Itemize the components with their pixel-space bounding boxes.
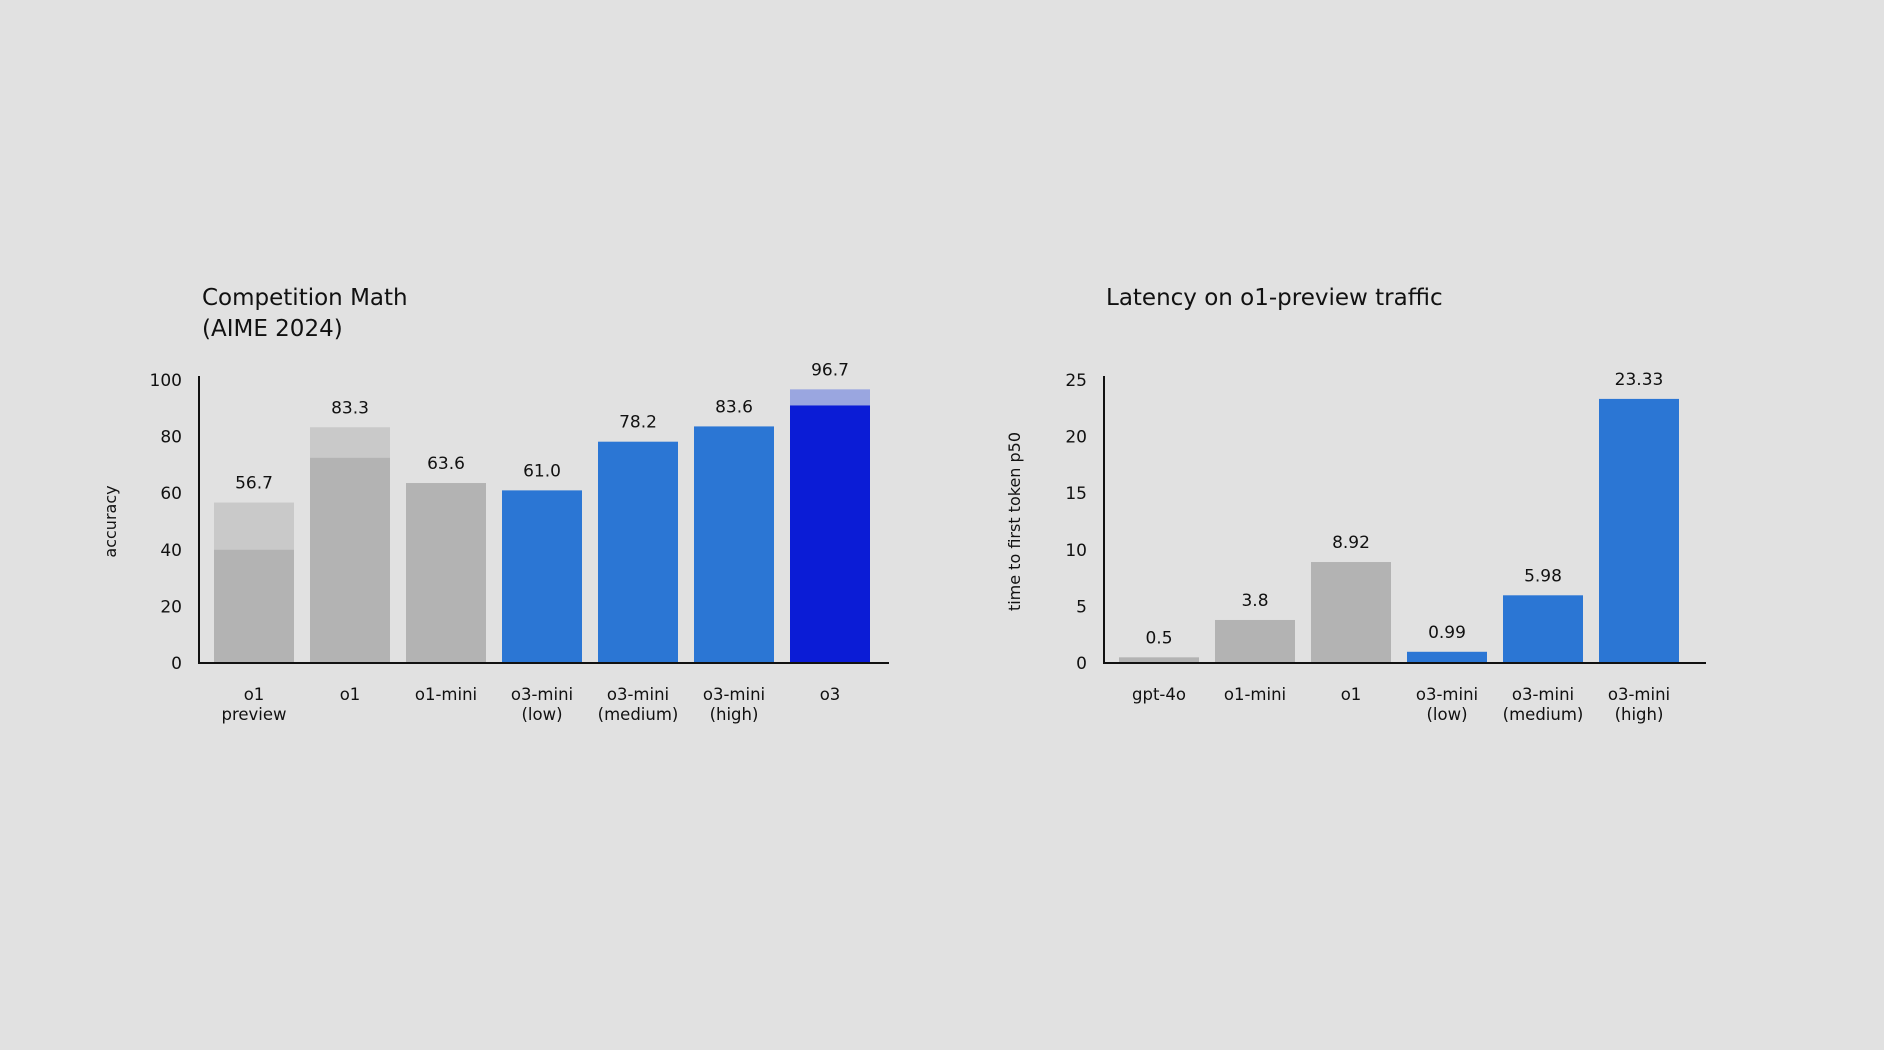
bar-o3-mini-medium (598, 441, 678, 663)
value-label-o1: 83.3 (331, 398, 369, 418)
value-label-o3-mini-medium: 5.98 (1524, 566, 1562, 586)
category-label-o3-mini-high: o3-mini (high) (703, 685, 765, 724)
bar-o1 (1311, 562, 1391, 663)
category-label-gpt-4o: gpt-4o (1132, 685, 1186, 704)
y-tick-label-60: 60 (160, 484, 182, 504)
value-label-o3: 96.7 (811, 360, 849, 380)
value-label-o3-mini-low: 0.99 (1428, 623, 1466, 643)
bar-o3-mini-low (502, 490, 582, 663)
value-label-o1: 8.92 (1332, 533, 1370, 553)
category-label-o1-mini: o1-mini (415, 685, 477, 704)
bar-o3-mini-medium (1503, 595, 1583, 663)
bar-gpt-4o (1119, 657, 1199, 663)
latency-chart-title: Latency on o1-preview traffic (1106, 285, 1443, 311)
category-label-o3-mini-high: o3-mini (high) (1608, 685, 1670, 724)
bar-o1-mini (406, 483, 486, 663)
y-tick-label-20: 20 (1065, 428, 1087, 448)
category-label-o1: o1 (340, 685, 361, 704)
y-tick-label-10: 10 (1065, 541, 1087, 561)
category-label-o3-mini-low: o3-mini (low) (511, 685, 573, 724)
bar-o3-mini-high (1599, 398, 1679, 663)
y-tick-label-0: 0 (171, 654, 182, 674)
category-label-o3-mini-low: o3-mini (low) (1416, 685, 1478, 724)
competition-math-chart-title: Competition Math (AIME 2024) (202, 285, 408, 342)
value-label-o1-mini: 3.8 (1241, 591, 1268, 611)
bar-inner-o1 (310, 457, 390, 663)
y-tick-label-15: 15 (1065, 484, 1087, 504)
y-tick-label-100: 100 (150, 371, 182, 391)
bar-o3-mini-high (694, 426, 774, 663)
category-label-o3-mini-medium: o3-mini (medium) (598, 685, 679, 724)
category-label-o3: o3 (820, 685, 841, 704)
latency-chart: 0 5 10 15 20 25 time to first token p50 0.5 gpt-… (1005, 370, 1706, 724)
y-tick-label-40: 40 (160, 541, 182, 561)
value-label-gpt-4o: 0.5 (1145, 628, 1172, 648)
value-label-o3-mini-high: 83.6 (715, 397, 753, 417)
value-label-o3-mini-high: 23.33 (1615, 370, 1664, 390)
y-axis-label: accuracy (101, 485, 120, 557)
category-label-o1-mini: o1-mini (1224, 685, 1286, 704)
bar-o3-mini-low (1407, 651, 1487, 663)
value-label-o3-mini-medium: 78.2 (619, 413, 657, 433)
bar-inner-o3 (790, 405, 870, 663)
bar-inner-o1-preview (214, 549, 294, 663)
category-label-o1-preview: o1 preview (221, 685, 286, 724)
y-tick-label-20: 20 (160, 597, 182, 617)
y-tick-label-5: 5 (1076, 597, 1087, 617)
y-axis-label: time to first token p50 (1005, 432, 1024, 611)
competition-math-chart: 0 20 40 60 80 100 accuracy 56.7 o1 preview 83.3 o1 6… (101, 360, 889, 724)
category-label-o3-mini-medium: o3-mini (medium) (1503, 685, 1584, 724)
category-label-o1: o1 (1341, 685, 1362, 704)
y-tick-label-80: 80 (160, 428, 182, 448)
value-label-o1-preview: 56.7 (235, 474, 273, 494)
y-tick-label-0: 0 (1076, 654, 1087, 674)
bar-o1-mini (1215, 619, 1295, 663)
y-tick-label-25: 25 (1065, 371, 1087, 391)
value-label-o1-mini: 63.6 (427, 454, 465, 474)
value-label-o3-mini-low: 61.0 (523, 461, 561, 481)
